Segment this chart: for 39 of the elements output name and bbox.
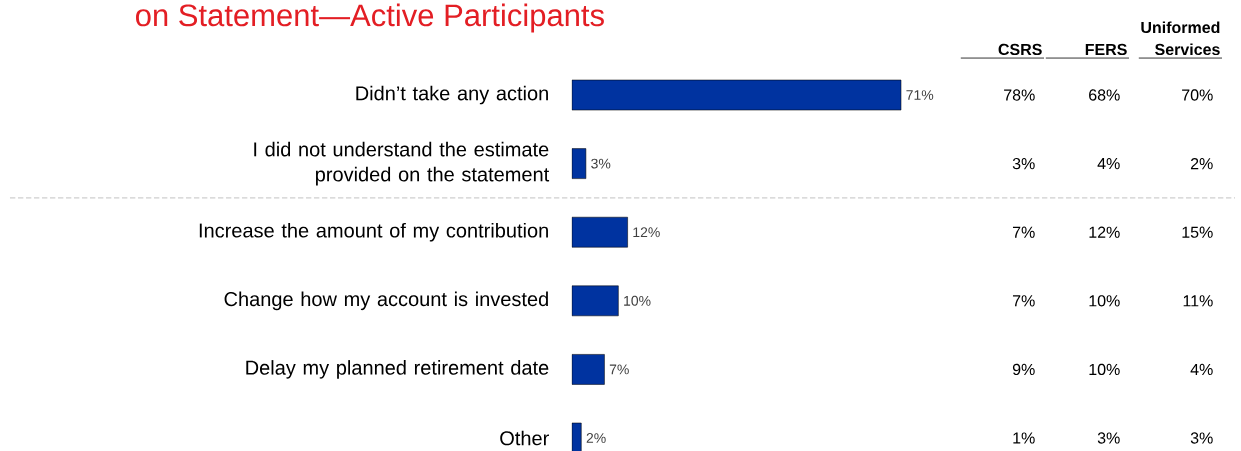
bar (571, 285, 619, 317)
y-tick-label: I did not understand the estimate provided on the statement (254, 141, 550, 186)
data-label: 2% (586, 433, 606, 443)
text: 1% (1013, 432, 1035, 444)
bar (571, 216, 628, 248)
y-tick-label: Didn’t take any action (356, 85, 548, 105)
bar (571, 354, 605, 385)
text: FERS (1085, 43, 1127, 56)
text: 78% (1004, 89, 1035, 101)
text: 10% (1089, 363, 1120, 376)
data-label: 71% (906, 90, 934, 100)
text: 70% (1182, 89, 1213, 101)
data-label: 7% (609, 364, 629, 375)
text: 4% (1190, 363, 1213, 375)
text: 3% (1190, 432, 1213, 444)
bar (571, 79, 902, 111)
text: 3% (1012, 157, 1035, 170)
text: 2% (1190, 157, 1213, 170)
bar (571, 148, 587, 179)
y-tick-label: Increase the amount of my contribution (199, 222, 548, 242)
text: Uniformed Services (1141, 21, 1220, 56)
text: 7% (1012, 226, 1035, 238)
y-tick-label: Other (500, 430, 549, 446)
text: 3% (1097, 432, 1120, 444)
data-label: 3% (591, 158, 611, 169)
text: CSRS (998, 43, 1042, 56)
y-tick-label: Change how my account is invested (224, 291, 548, 311)
text: 68% (1089, 89, 1120, 101)
text: 9% (1012, 363, 1035, 376)
text: 4% (1097, 158, 1120, 170)
text: 7% (1012, 295, 1035, 307)
text: 11% (1183, 295, 1213, 307)
y-tick-label: Delay my planned retirement date (246, 360, 549, 379)
text: 10% (1089, 295, 1120, 307)
data-label: 12% (633, 227, 660, 238)
data-label: 10% (624, 295, 651, 306)
text: 12% (1089, 226, 1120, 238)
chart-title: on Statement—Active Participants (136, 3, 604, 33)
text: 15% (1182, 226, 1213, 238)
